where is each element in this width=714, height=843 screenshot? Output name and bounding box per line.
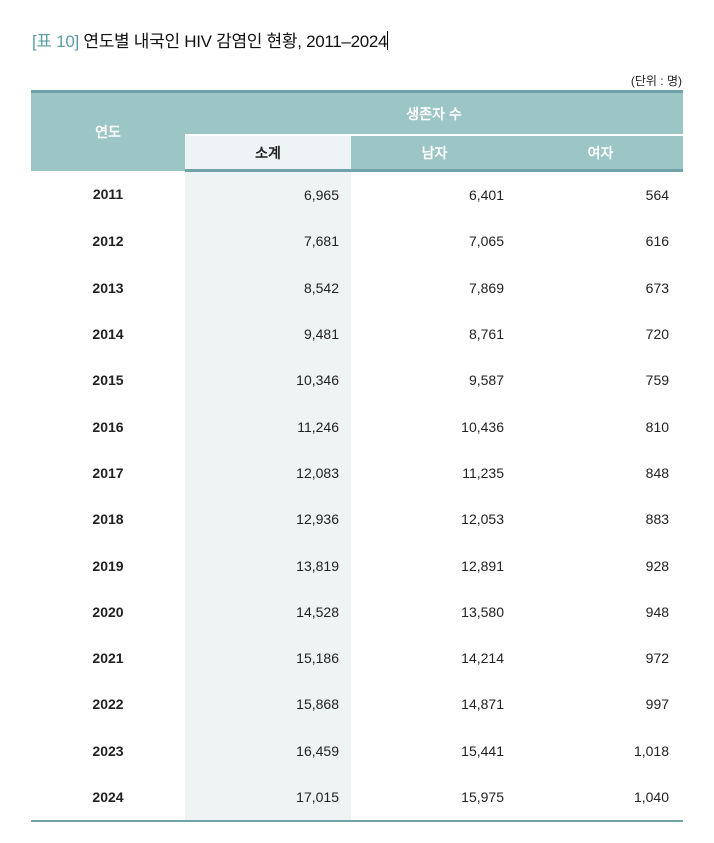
total-cell: 15,186 <box>185 634 351 682</box>
total-cell: 16,459 <box>185 727 351 774</box>
header-female: 여자 <box>518 134 684 172</box>
table-row: 2022 15,868 14,871 997 <box>31 681 683 728</box>
unit-note: (단위 : 명) <box>630 74 682 88</box>
table-row: 2013 8,542 7,869 673 <box>31 264 683 311</box>
total-cell: 17,015 <box>185 773 351 823</box>
total-cell: 15,868 <box>185 681 351 728</box>
table-row: 2015 10,346 9,587 759 <box>31 357 683 404</box>
male-cell: 7,065 <box>468 233 504 250</box>
total-cell: 9,481 <box>185 310 351 358</box>
total-cell: 12,936 <box>185 496 351 543</box>
male-cell: 15,441 <box>461 742 504 759</box>
year-cell: 2018 <box>92 511 124 528</box>
female-cell: 810 <box>645 418 670 435</box>
total-cell: 13,819 <box>185 542 351 589</box>
year-cell: 2012 <box>92 233 124 250</box>
male-cell: 14,871 <box>461 696 504 713</box>
header-total: 소계 <box>185 134 351 172</box>
header-year: 연도 <box>31 90 185 171</box>
female-cell: 848 <box>645 464 670 481</box>
female-cell: 997 <box>645 696 670 713</box>
year-cell: 2011 <box>92 186 124 203</box>
table-row: 2023 16,459 15,441 1,018 <box>31 727 683 774</box>
female-cell: 564 <box>645 187 670 204</box>
female-cell: 1,040 <box>518 773 684 823</box>
table-row: 2019 13,819 12,891 928 <box>31 542 683 589</box>
male-cell: 13,580 <box>461 603 504 620</box>
year-cell: 2015 <box>92 372 124 389</box>
male-cell: 8,761 <box>468 326 504 343</box>
table-row: 2016 11,246 10,436 810 <box>31 403 683 450</box>
male-cell: 10,436 <box>461 418 504 435</box>
female-cell: 972 <box>645 650 670 667</box>
table-row: 2011 6,965 6,401 564 <box>31 170 683 219</box>
total-cell: 7,681 <box>185 218 351 265</box>
female-cell: 883 <box>645 511 670 528</box>
year-cell: 2021 <box>92 650 124 667</box>
total-cell: 8,542 <box>185 264 351 311</box>
total-cell: 10,346 <box>185 357 351 404</box>
table-row: 2017 12,083 11,235 848 <box>31 449 683 497</box>
total-cell: 12,083 <box>185 449 351 497</box>
year-cell: 2019 <box>92 557 124 574</box>
year-cell: 2020 <box>92 603 124 620</box>
table-row: 2014 9,481 8,761 720 <box>31 310 683 358</box>
header-male: 남자 <box>351 134 518 172</box>
table-title: [표 10] 연도별 내국인 HIV 감염인 현황, 2011–2024 <box>32 27 389 52</box>
total-cell: 6,965 <box>185 170 351 219</box>
table-row: 2021 15,186 14,214 972 <box>31 634 683 682</box>
table-row: 2020 14,528 13,580 948 <box>31 588 683 635</box>
male-cell: 14,214 <box>461 650 504 667</box>
hiv-table: 연도 생존자 수 소계 남자 여자 2011 6,965 6,401 564 2012 7,68… <box>31 90 684 823</box>
female-cell: 673 <box>645 279 670 296</box>
male-cell: 9,587 <box>468 372 504 389</box>
year-cell: 2013 <box>92 279 124 296</box>
header-survivors: 생존자 수 <box>185 90 684 135</box>
year-cell: 2023 <box>92 742 124 759</box>
table-number: [표 10] <box>32 32 79 51</box>
year-cell: 2014 <box>92 326 124 343</box>
year-cell: 2016 <box>92 418 124 435</box>
female-cell: 928 <box>645 557 670 574</box>
female-cell: 1,018 <box>633 742 670 759</box>
table-row: 2024 17,015 15,975 1,040 <box>31 773 684 823</box>
male-cell: 15,975 <box>351 773 518 823</box>
male-cell: 11,235 <box>462 464 504 481</box>
male-cell: 12,891 <box>461 557 504 574</box>
female-cell: 948 <box>645 603 670 620</box>
total-cell: 11,246 <box>185 403 351 450</box>
male-cell: 7,869 <box>468 279 504 296</box>
text-cursor <box>387 31 389 50</box>
year-cell: 2024 <box>31 773 185 823</box>
table-row: 2018 12,936 12,053 883 <box>31 496 683 543</box>
year-cell: 2022 <box>92 696 124 713</box>
table-caption: 연도별 내국인 HIV 감염인 현황, 2011–2024 <box>83 32 388 51</box>
female-cell: 616 <box>645 233 670 250</box>
male-cell: 6,401 <box>468 187 504 204</box>
total-cell: 14,528 <box>185 588 351 635</box>
year-cell: 2017 <box>92 464 124 481</box>
table-row: 2012 7,681 7,065 616 <box>31 218 683 265</box>
male-cell: 12,053 <box>461 511 504 528</box>
female-cell: 720 <box>645 326 670 343</box>
female-cell: 759 <box>645 372 670 389</box>
